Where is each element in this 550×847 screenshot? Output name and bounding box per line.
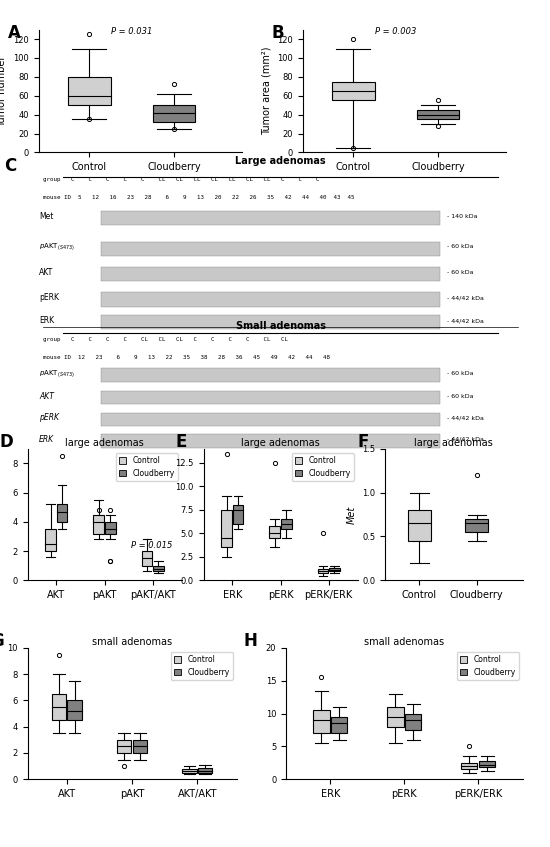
- Text: Large adenomas: Large adenomas: [235, 157, 326, 166]
- FancyBboxPatch shape: [479, 761, 495, 767]
- Text: ERK: ERK: [39, 435, 54, 444]
- FancyBboxPatch shape: [101, 315, 440, 329]
- FancyBboxPatch shape: [317, 569, 328, 573]
- Text: A: A: [8, 24, 21, 42]
- Text: - 140 kDa: - 140 kDa: [448, 214, 478, 219]
- FancyBboxPatch shape: [67, 700, 82, 720]
- Text: - 44/42 kDa: - 44/42 kDa: [448, 318, 485, 323]
- FancyBboxPatch shape: [314, 711, 329, 734]
- FancyBboxPatch shape: [331, 717, 348, 734]
- FancyBboxPatch shape: [332, 81, 375, 101]
- Text: AKT: AKT: [39, 391, 54, 401]
- Text: D: D: [0, 433, 14, 451]
- FancyBboxPatch shape: [408, 510, 431, 540]
- Text: mouse ID  12   23    6    9   13   22   35   38   28   36   45   49   42   44   : mouse ID 12 23 6 9 13 22 35 38 28 36 45 …: [43, 355, 331, 360]
- Text: - 60 kDa: - 60 kDa: [448, 394, 474, 399]
- FancyBboxPatch shape: [461, 763, 477, 769]
- Text: group   C    C    C    C    C    CL   CL   CL   CL   CL   CL   CL   C    C    C: group C C C C C CL CL CL CL CL CL CL C C…: [43, 177, 320, 182]
- FancyBboxPatch shape: [117, 740, 131, 753]
- Title: large adenomas: large adenomas: [241, 438, 320, 448]
- FancyBboxPatch shape: [101, 267, 440, 281]
- Title: large adenomas: large adenomas: [65, 438, 144, 448]
- FancyBboxPatch shape: [465, 519, 488, 532]
- FancyBboxPatch shape: [101, 435, 440, 447]
- Legend: Control, Cloudberry: Control, Cloudberry: [292, 453, 354, 480]
- Text: $p$AKT$_{(S473)}$: $p$AKT$_{(S473)}$: [39, 241, 75, 252]
- Text: F: F: [358, 433, 369, 451]
- FancyBboxPatch shape: [270, 526, 280, 538]
- Text: C: C: [4, 157, 17, 174]
- Text: AKT: AKT: [39, 268, 53, 277]
- Text: B: B: [272, 24, 284, 42]
- Text: Small adenomas: Small adenomas: [235, 322, 326, 331]
- Text: mouse ID  5   12   16   23   28    6    9   13   20   22   26   35   42   44   4: mouse ID 5 12 16 23 28 6 9 13 20 22 26 3…: [43, 195, 355, 200]
- Text: - 60 kDa: - 60 kDa: [448, 371, 474, 376]
- Legend: Control, Cloudberry: Control, Cloudberry: [116, 453, 178, 480]
- FancyBboxPatch shape: [101, 412, 440, 426]
- Legend: Control, Cloudberry: Control, Cloudberry: [456, 652, 519, 679]
- FancyBboxPatch shape: [94, 514, 104, 534]
- Text: group   C    C    C    C    CL   CL   CL   C    C    C    C    CL   CL: group C C C C CL CL CL C C C C CL CL: [43, 337, 288, 342]
- FancyBboxPatch shape: [133, 740, 147, 753]
- Text: G: G: [0, 632, 4, 650]
- Title: small adenomas: small adenomas: [92, 637, 172, 647]
- FancyBboxPatch shape: [101, 368, 440, 381]
- Text: P = 0.015: P = 0.015: [131, 541, 172, 550]
- Text: P = 0.003: P = 0.003: [375, 27, 416, 36]
- Text: - 44/42 kDa: - 44/42 kDa: [448, 437, 485, 442]
- FancyBboxPatch shape: [68, 77, 111, 105]
- FancyBboxPatch shape: [101, 292, 440, 307]
- FancyBboxPatch shape: [221, 510, 232, 547]
- Text: - 60 kDa: - 60 kDa: [448, 245, 474, 249]
- Text: Met: Met: [39, 212, 53, 221]
- FancyBboxPatch shape: [405, 713, 421, 730]
- FancyBboxPatch shape: [153, 566, 164, 571]
- Text: P = 0.031: P = 0.031: [111, 27, 152, 36]
- Text: - 44/42 kDa: - 44/42 kDa: [448, 296, 485, 300]
- FancyBboxPatch shape: [52, 694, 66, 720]
- Text: H: H: [244, 632, 257, 650]
- FancyBboxPatch shape: [182, 769, 197, 772]
- Legend: Control, Cloudberry: Control, Cloudberry: [170, 652, 233, 679]
- Y-axis label: Tumor number: Tumor number: [0, 55, 8, 127]
- Text: E: E: [176, 433, 187, 451]
- Y-axis label: Tumor area (mm²): Tumor area (mm²): [261, 47, 272, 136]
- FancyBboxPatch shape: [198, 768, 212, 772]
- FancyBboxPatch shape: [233, 505, 244, 524]
- FancyBboxPatch shape: [57, 504, 68, 522]
- FancyBboxPatch shape: [141, 551, 152, 566]
- FancyBboxPatch shape: [417, 110, 459, 119]
- Text: pERK: pERK: [39, 413, 59, 423]
- FancyBboxPatch shape: [153, 105, 195, 122]
- FancyBboxPatch shape: [101, 241, 440, 256]
- FancyBboxPatch shape: [45, 529, 56, 551]
- Text: ERK: ERK: [39, 316, 54, 325]
- FancyBboxPatch shape: [101, 391, 440, 404]
- FancyBboxPatch shape: [101, 211, 440, 225]
- Title: large adenomas: large adenomas: [414, 438, 493, 448]
- Text: $p$AKT$_{(S473)}$: $p$AKT$_{(S473)}$: [39, 368, 75, 379]
- Text: - 44/42 kDa: - 44/42 kDa: [448, 415, 485, 420]
- Text: - 60 kDa: - 60 kDa: [448, 270, 474, 274]
- Text: pERK: pERK: [39, 293, 59, 302]
- FancyBboxPatch shape: [281, 519, 292, 529]
- FancyBboxPatch shape: [387, 707, 404, 727]
- Title: small adenomas: small adenomas: [364, 637, 444, 647]
- Y-axis label: Met: Met: [346, 506, 356, 523]
- FancyBboxPatch shape: [329, 568, 340, 571]
- FancyBboxPatch shape: [105, 522, 115, 534]
